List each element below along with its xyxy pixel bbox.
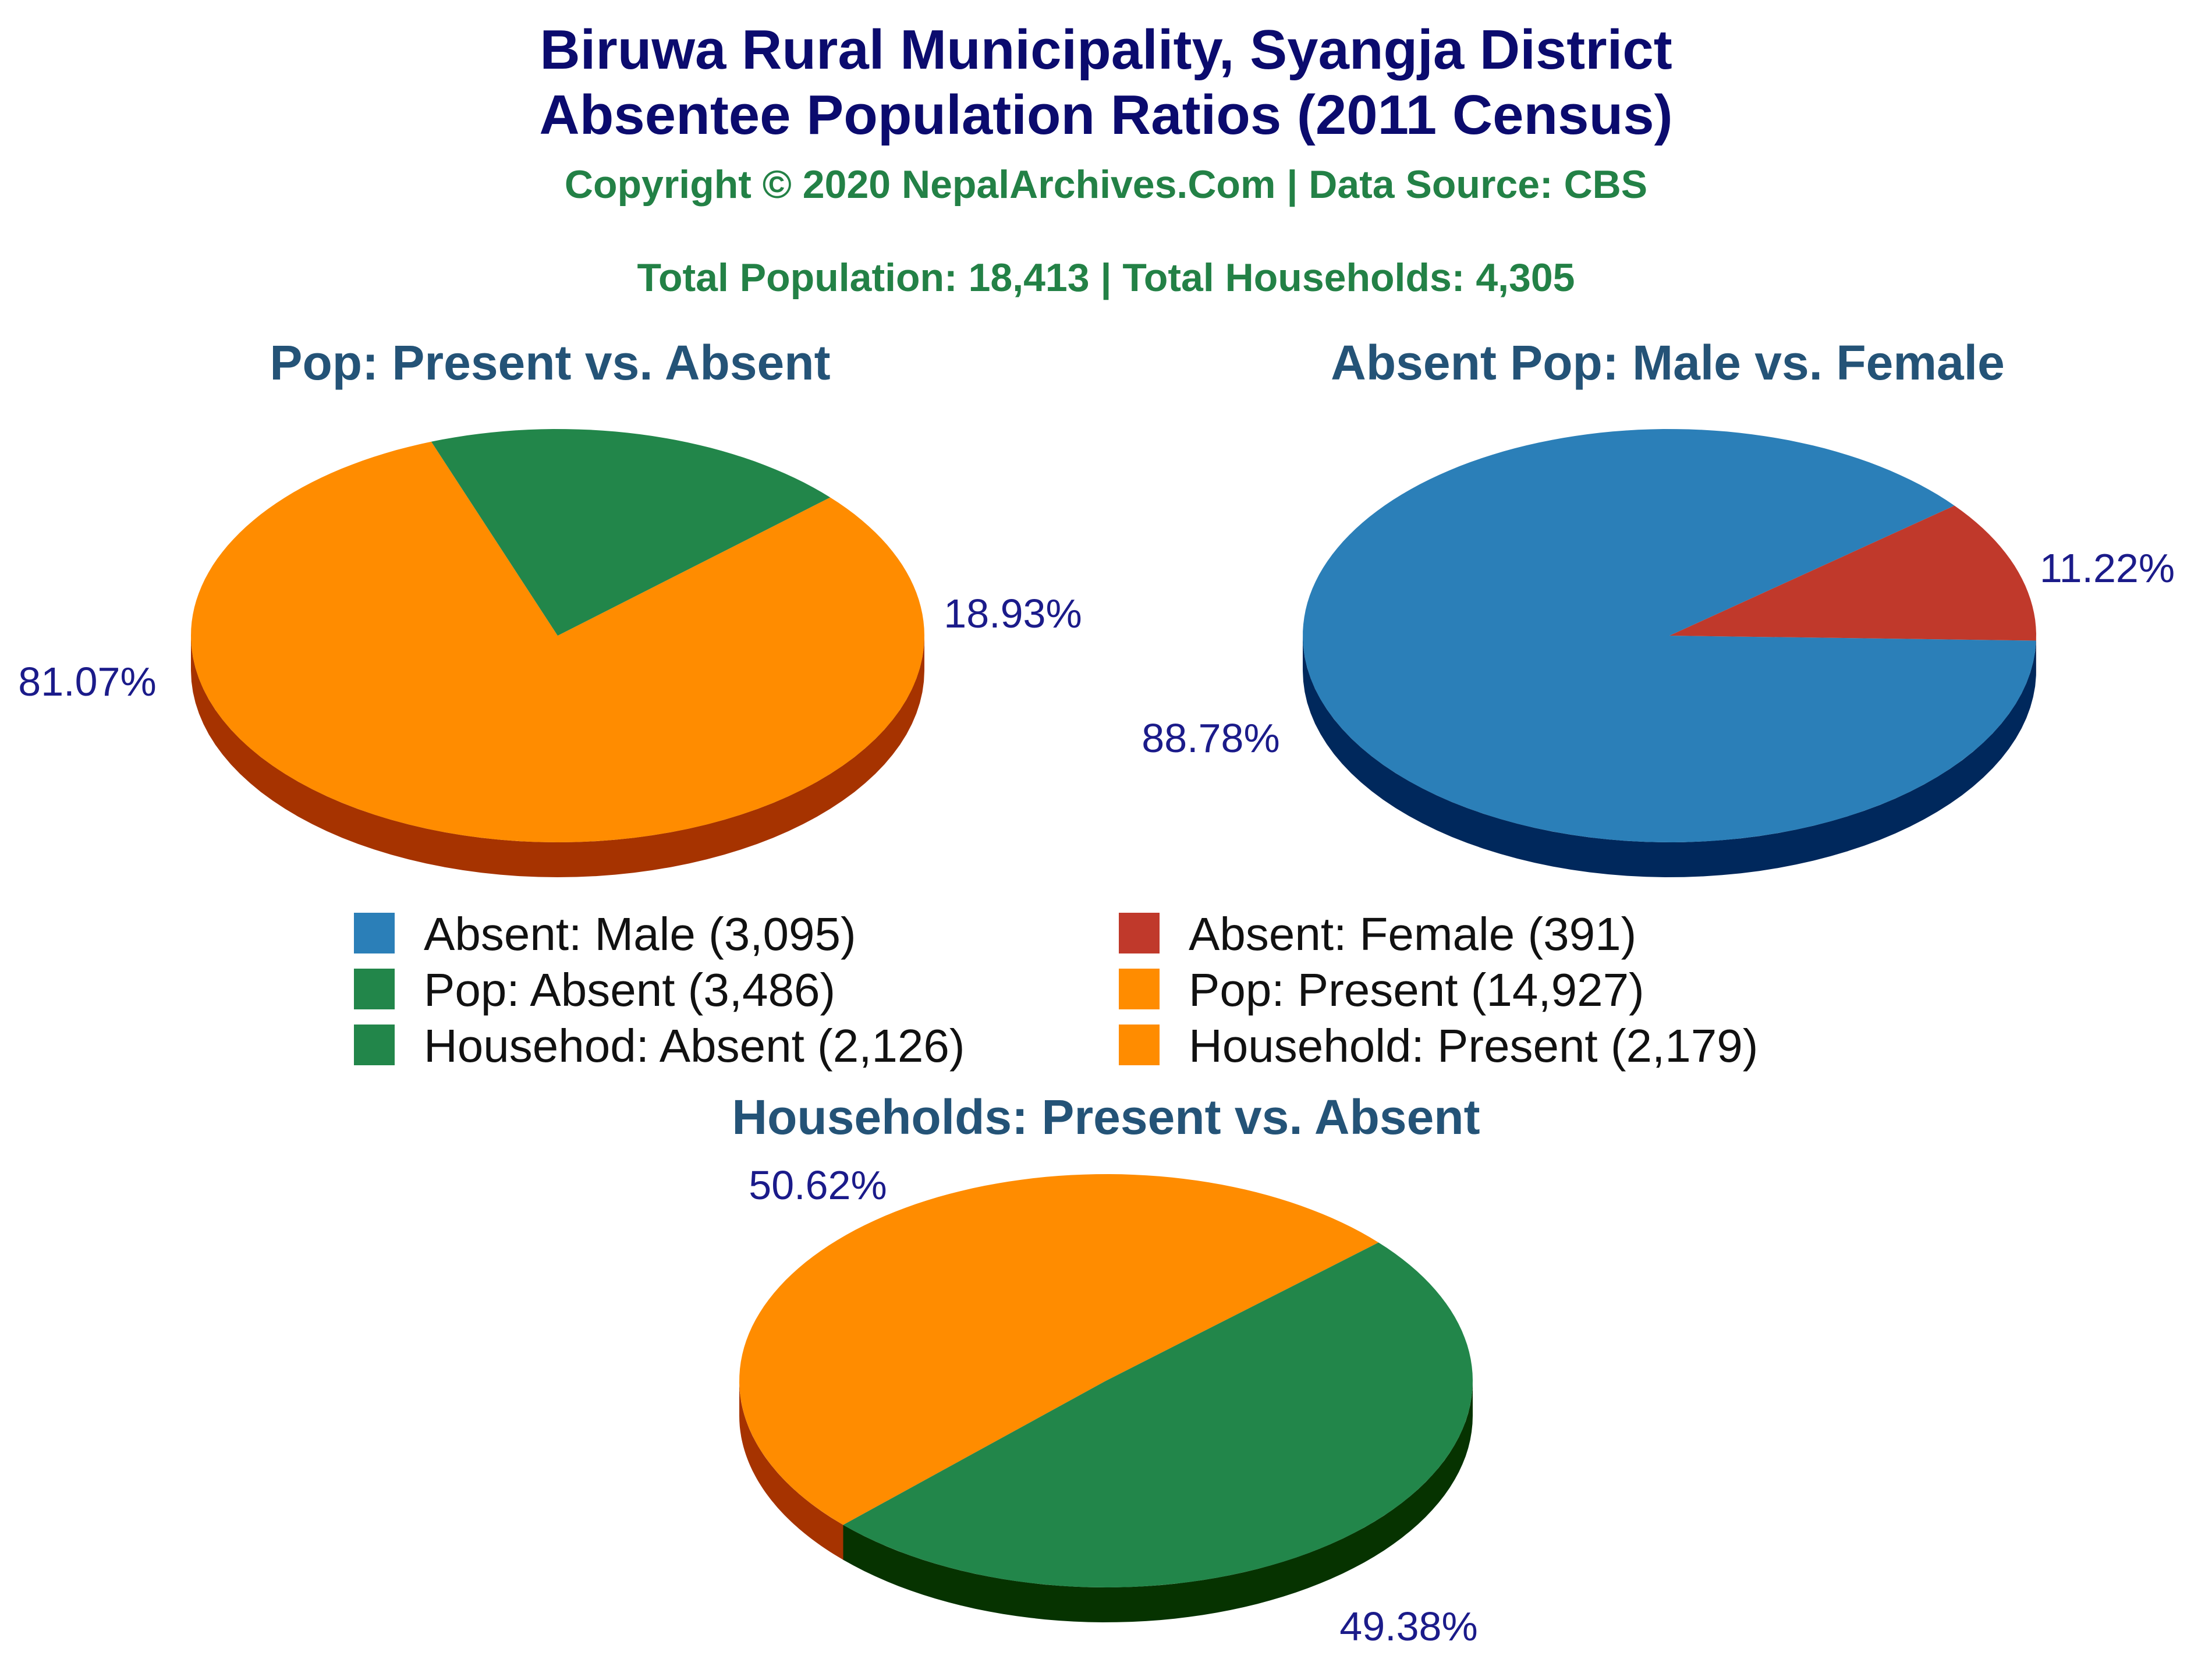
legend-label-absent-female: Absent: Female (391): [1189, 908, 1636, 960]
legend-label-pop-present: Pop: Present (14,927): [1189, 964, 1644, 1016]
legend-swatch-household-present: [1119, 1025, 1160, 1065]
legend-swatch-pop-present: [1119, 969, 1160, 1009]
chart-title-line1: Biruwa Rural Municipality, Syangja Distr…: [540, 19, 1672, 81]
pie-title-population: Pop: Present vs. Absent: [270, 335, 830, 390]
pct-label-pop-present: 81.07%: [18, 659, 156, 704]
pie-title-absent-gender: Absent Pop: Male vs. Female: [1331, 335, 2005, 390]
legend-swatch-absent-female: [1119, 913, 1160, 953]
chart-title-line2: Absentee Population Ratios (2011 Census): [539, 84, 1672, 146]
slice-pop-present-side: [191, 636, 924, 877]
slice-household-absent: [843, 1242, 1473, 1587]
legend-label-household-present: Household: Present (2,179): [1189, 1020, 1758, 1072]
legend-label-household-absent: Househod: Absent (2,126): [424, 1020, 965, 1072]
slice-household-present: [739, 1174, 1379, 1525]
pct-label-pop-absent: 18.93%: [944, 591, 1082, 636]
legend: Absent: Male (3,095) Absent: Female (391…: [354, 908, 1758, 1072]
pct-label-absent-male: 88.78%: [1142, 715, 1279, 761]
slice-household-absent-side: [843, 1381, 1473, 1622]
pie-households-present-vs-absent: [739, 1174, 1473, 1622]
legend-label-pop-absent: Pop: Absent (3,486): [424, 964, 835, 1016]
legend-swatch-pop-absent: [354, 969, 395, 1009]
pct-label-absent-female: 11.22%: [2040, 545, 2175, 591]
slice-pop-absent: [431, 429, 831, 636]
pie-absent-male-vs-female: [1303, 429, 2036, 877]
slice-household-present-side: [739, 1381, 843, 1560]
pct-label-household-present: 50.62%: [749, 1162, 887, 1208]
copyright-text: Copyright © 2020 NepalArchives.Com | Dat…: [565, 162, 1647, 207]
legend-swatch-absent-male: [354, 913, 395, 953]
slice-absent-female: [1669, 505, 2036, 641]
slice-absent-male: [1303, 429, 2036, 842]
pie-population-present-vs-absent: [191, 429, 924, 877]
slice-pop-present: [191, 441, 924, 842]
pct-label-household-absent: 49.38%: [1339, 1604, 1477, 1649]
totals-text: Total Population: 18,413 | Total Househo…: [637, 256, 1575, 300]
slice-absent-male-side: [1303, 636, 2036, 877]
legend-swatch-household-absent: [354, 1025, 395, 1065]
pie-title-households: Households: Present vs. Absent: [732, 1090, 1480, 1144]
legend-label-absent-male: Absent: Male (3,095): [424, 908, 856, 960]
